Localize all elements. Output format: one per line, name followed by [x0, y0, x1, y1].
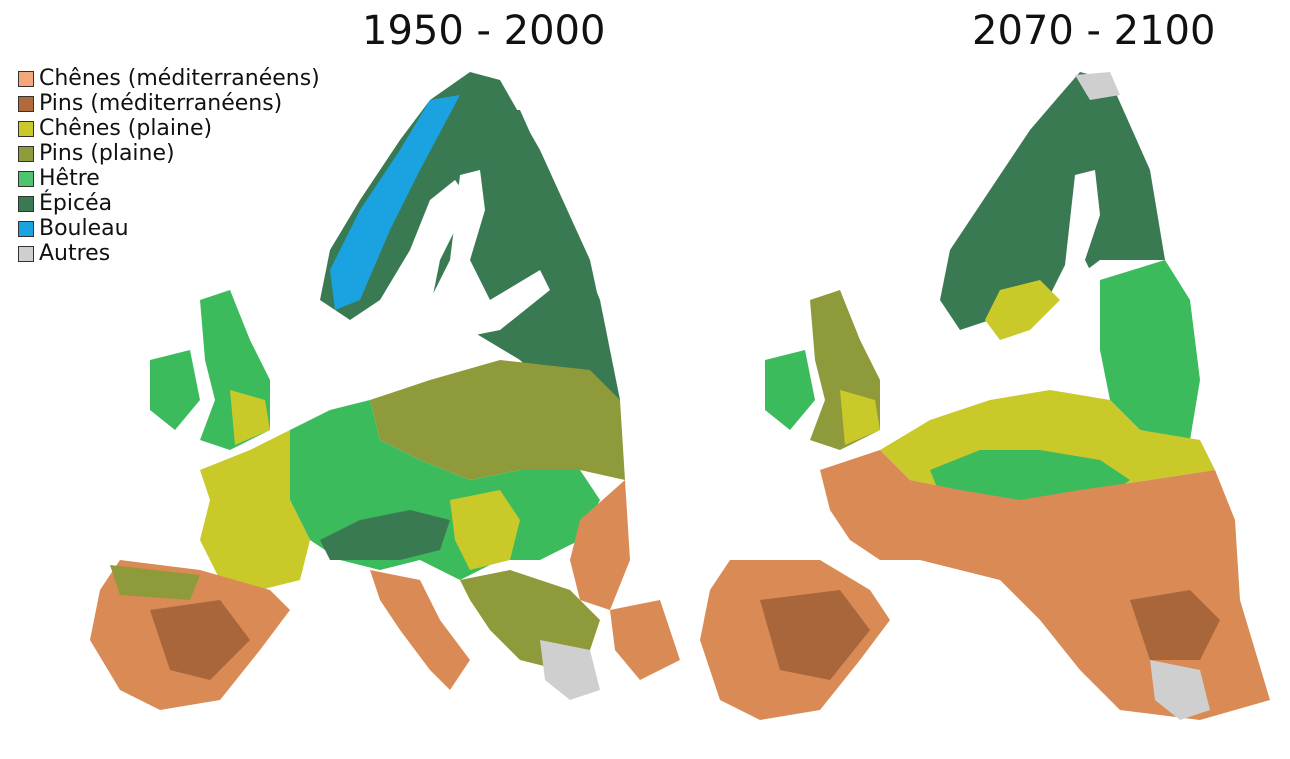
- region-ireland: [765, 350, 815, 430]
- region-north-cape-other: [1075, 72, 1120, 100]
- legend-swatch: [18, 95, 34, 112]
- region-turkey: [610, 600, 680, 680]
- region-balkan-pines: [1130, 590, 1220, 660]
- region-finland: [470, 110, 620, 400]
- map-title-1950-2000: 1950 - 2000: [362, 8, 606, 54]
- region-greece: [540, 640, 600, 700]
- legend-swatch: [18, 120, 34, 137]
- region-sweden-oak: [985, 280, 1060, 340]
- legend-swatch: [18, 170, 34, 187]
- legend-swatch: [18, 70, 34, 87]
- legend-label: Bouleau: [39, 216, 129, 241]
- region-iberia-pines: [150, 600, 250, 680]
- legend-swatch: [18, 245, 34, 262]
- region-iberia-pines: [760, 590, 870, 680]
- region-baltic-sea: [400, 170, 550, 360]
- legend-item-hetre: Hêtre: [18, 166, 320, 191]
- legend-label: Pins (méditerranéens): [39, 91, 283, 116]
- region-eastern-pines: [370, 360, 625, 480]
- region-hungary-oak: [450, 490, 520, 570]
- region-england-oak: [230, 390, 270, 445]
- region-ireland: [150, 350, 200, 430]
- region-baltics-beech: [1100, 260, 1200, 440]
- legend-item-epicea: Épicéa: [18, 191, 320, 216]
- legend-label: Pins (plaine): [39, 141, 175, 166]
- legend-item-chenes-mediterraneens: Chênes (méditerranéens): [18, 66, 320, 91]
- legend-item-pins-plaine: Pins (plaine): [18, 141, 320, 166]
- legend-label: Épicéa: [39, 191, 113, 216]
- region-greece: [1150, 660, 1210, 720]
- legend-swatch: [18, 145, 34, 162]
- region-alps: [320, 510, 450, 560]
- region-norway-birch: [330, 95, 460, 310]
- legend-item-autres: Autres: [18, 241, 320, 266]
- legend-item-chenes-plaine: Chênes (plaine): [18, 116, 320, 141]
- region-balkan-east: [570, 480, 630, 610]
- legend-label: Chênes (méditerranéens): [39, 66, 320, 91]
- legend-item-bouleau: Bouleau: [18, 216, 320, 241]
- legend-label: Hêtre: [39, 166, 100, 191]
- region-france: [200, 430, 310, 590]
- region-italy: [370, 570, 470, 690]
- legend-label: Chênes (plaine): [39, 116, 213, 141]
- region-england-oak: [840, 390, 880, 445]
- legend: Chênes (méditerranéens) Pins (méditerran…: [18, 66, 320, 266]
- legend-item-pins-mediterraneens: Pins (méditerranéens): [18, 91, 320, 116]
- legend-label: Autres: [39, 241, 111, 266]
- region-scandinavia: [940, 72, 1165, 330]
- region-iberia-north: [110, 565, 200, 600]
- map-title-2070-2100: 2070 - 2100: [972, 8, 1216, 54]
- legend-swatch: [18, 220, 34, 237]
- legend-swatch: [18, 195, 34, 212]
